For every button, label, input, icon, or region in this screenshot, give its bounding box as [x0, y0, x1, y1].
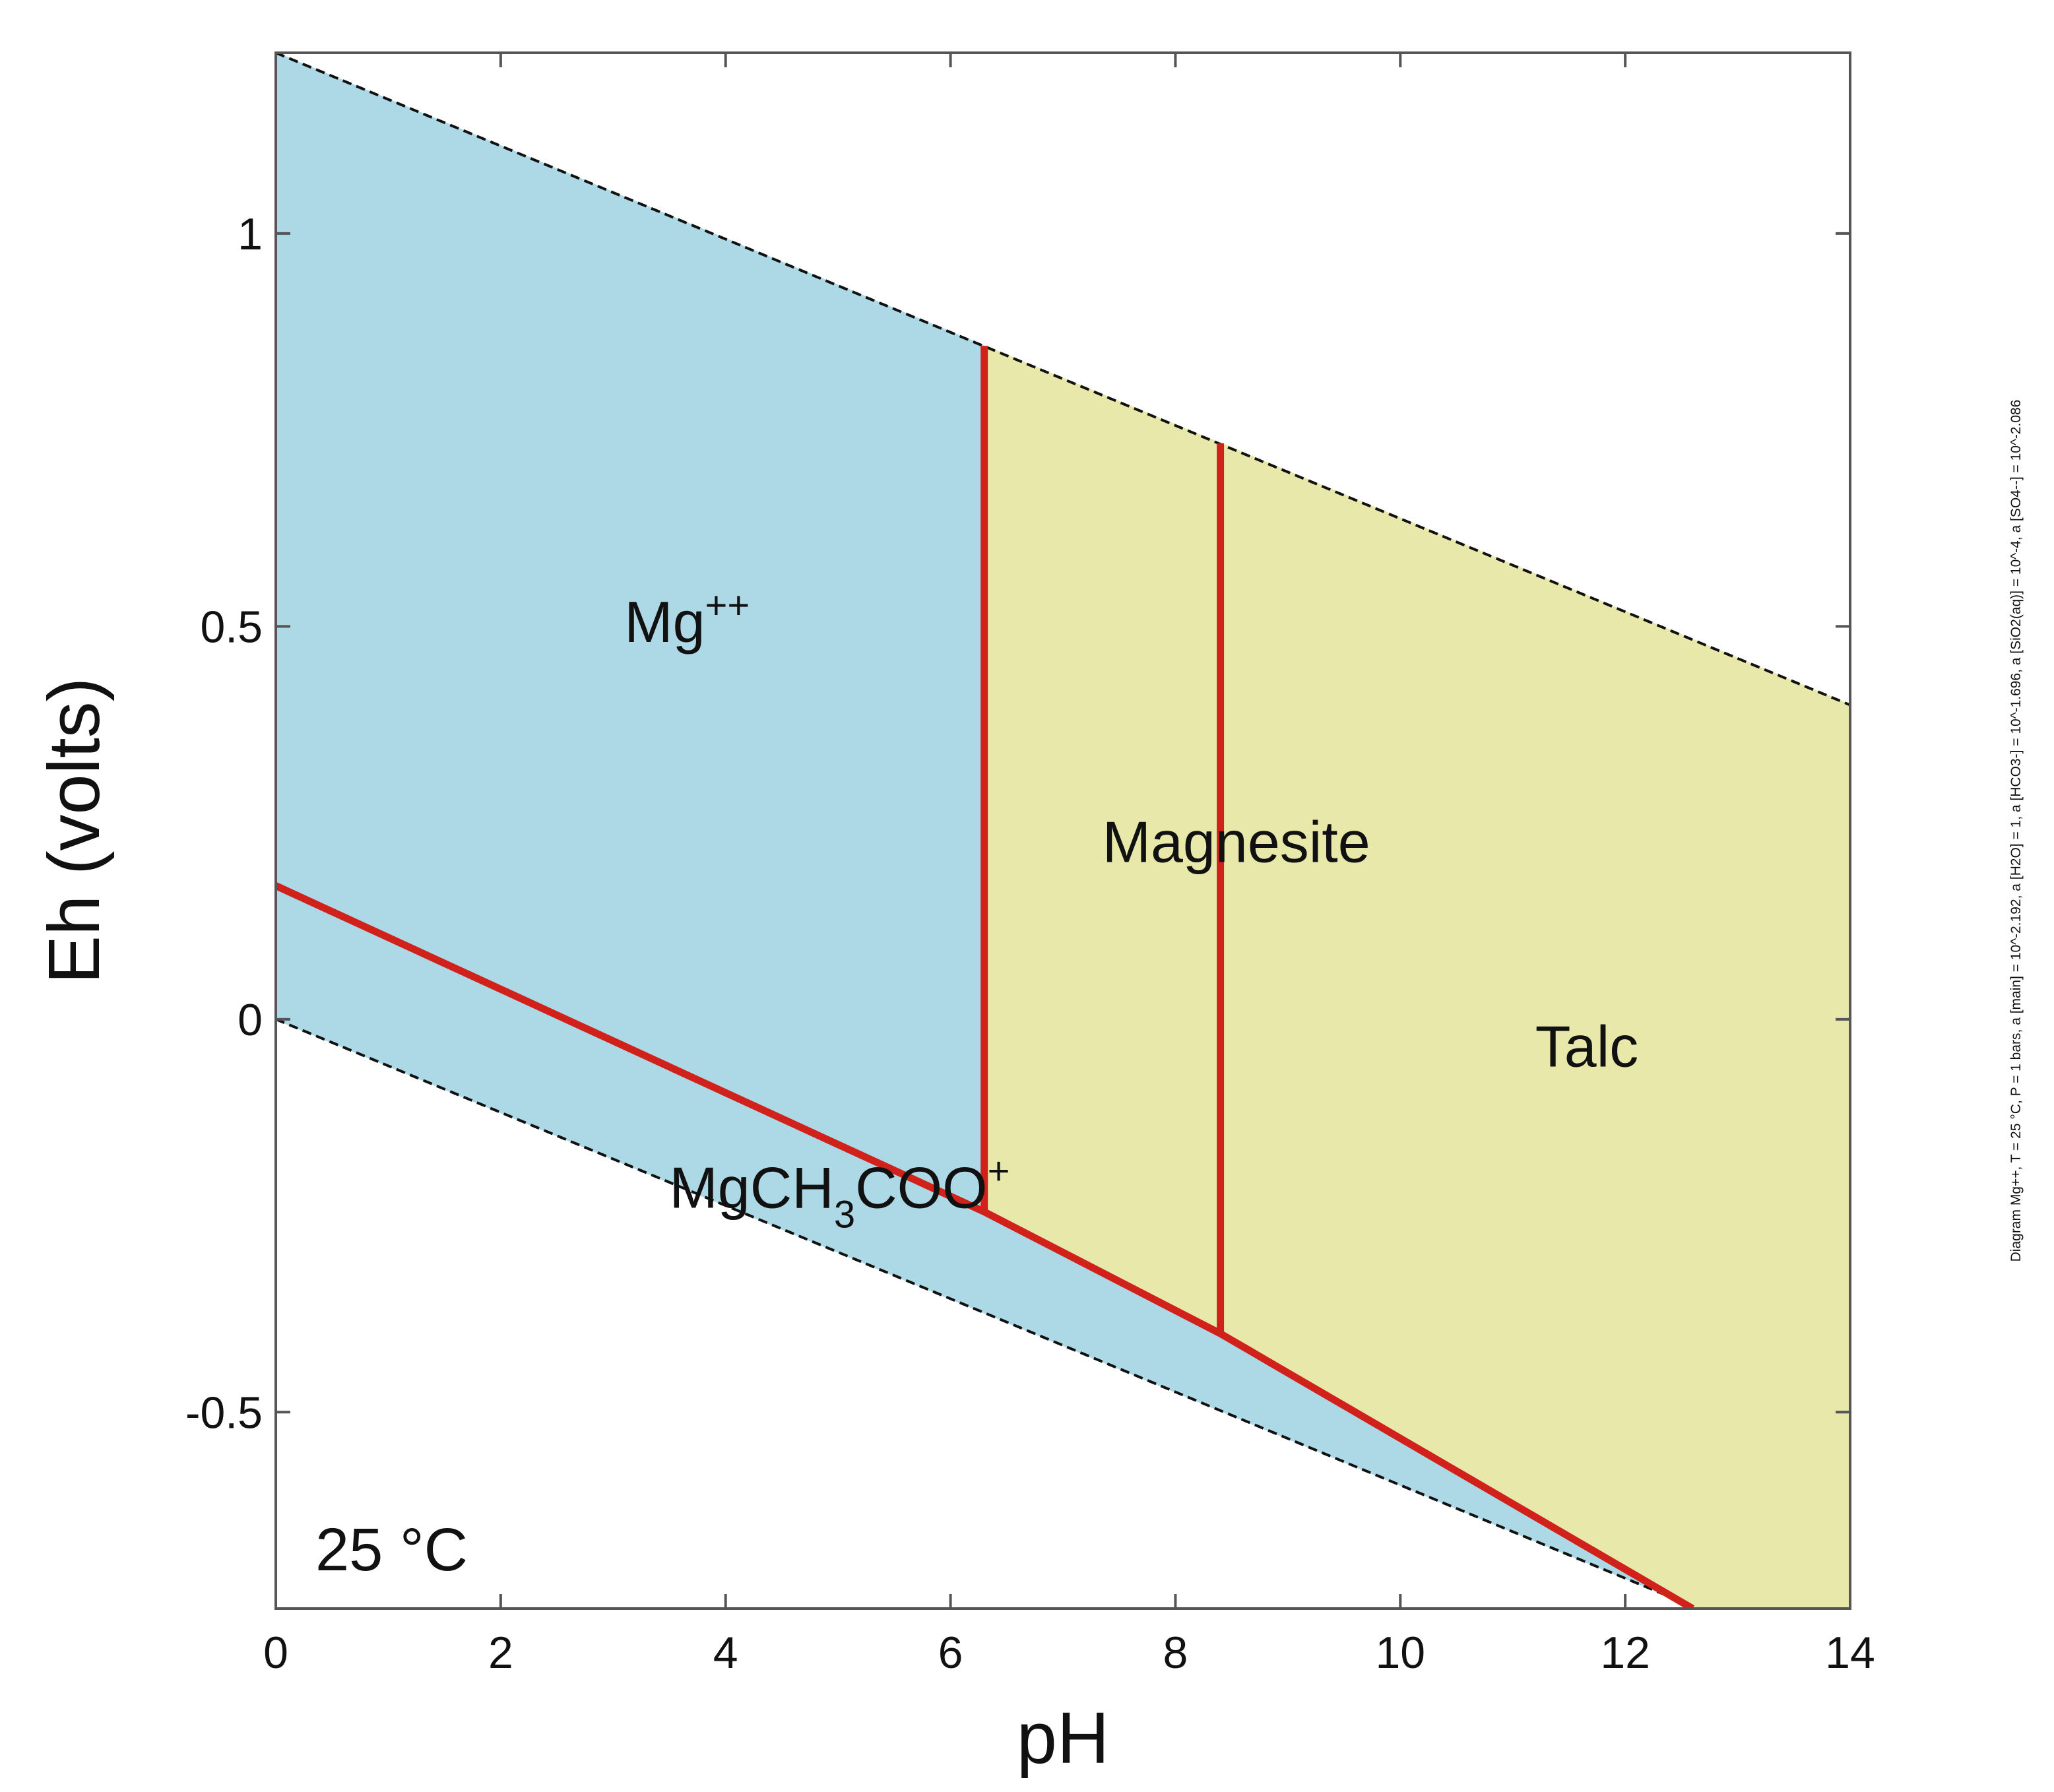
- phase-boundaries: [276, 346, 1695, 1609]
- region-label-3: Talc: [1535, 1013, 1639, 1079]
- x-tick-label: 6: [938, 1628, 963, 1678]
- boundary-line-0: [276, 882, 1695, 1609]
- y-tick-label: 0: [238, 995, 263, 1045]
- y-tick-label: 0.5: [200, 602, 263, 652]
- x-tick-label: 8: [1163, 1628, 1188, 1678]
- x-axis-title: pH: [1017, 1698, 1110, 1779]
- x-tick-label: 4: [713, 1628, 738, 1678]
- region-labels: Mg++ MgCH3COO+ Magnesite Talc: [624, 584, 1638, 1236]
- x-tick-label: 10: [1375, 1628, 1425, 1678]
- stability-regions: [276, 53, 1850, 1609]
- axis-ticks: 0 2 4 6 8 10 12 14 -0.5 0 0.5 1: [185, 53, 1875, 1678]
- plot-frame: [274, 51, 1851, 1610]
- x-tick-label: 0: [263, 1628, 288, 1678]
- temperature-label: 25 °C: [315, 1516, 468, 1584]
- y-axis-title: Eh (volts): [34, 678, 115, 984]
- region-label-1: MgCH3COO+: [670, 1150, 1010, 1236]
- x-tick-label: 14: [1825, 1628, 1875, 1678]
- region-label-0: Mg++: [624, 584, 750, 655]
- water-limit-upper: [276, 53, 1850, 707]
- x-tick-label: 2: [488, 1628, 513, 1678]
- side-note: Diagram Mg++, T = 25 °C, P = 1 bars, a […: [2008, 400, 2024, 1262]
- y-tick-label: -0.5: [185, 1388, 263, 1438]
- x-tick-label: 12: [1600, 1628, 1650, 1678]
- region-label-2: Magnesite: [1103, 810, 1370, 875]
- water-limit-lower: [276, 1017, 1702, 1609]
- y-tick-label: 1: [238, 209, 263, 259]
- water-stability-limits: [276, 53, 1850, 1609]
